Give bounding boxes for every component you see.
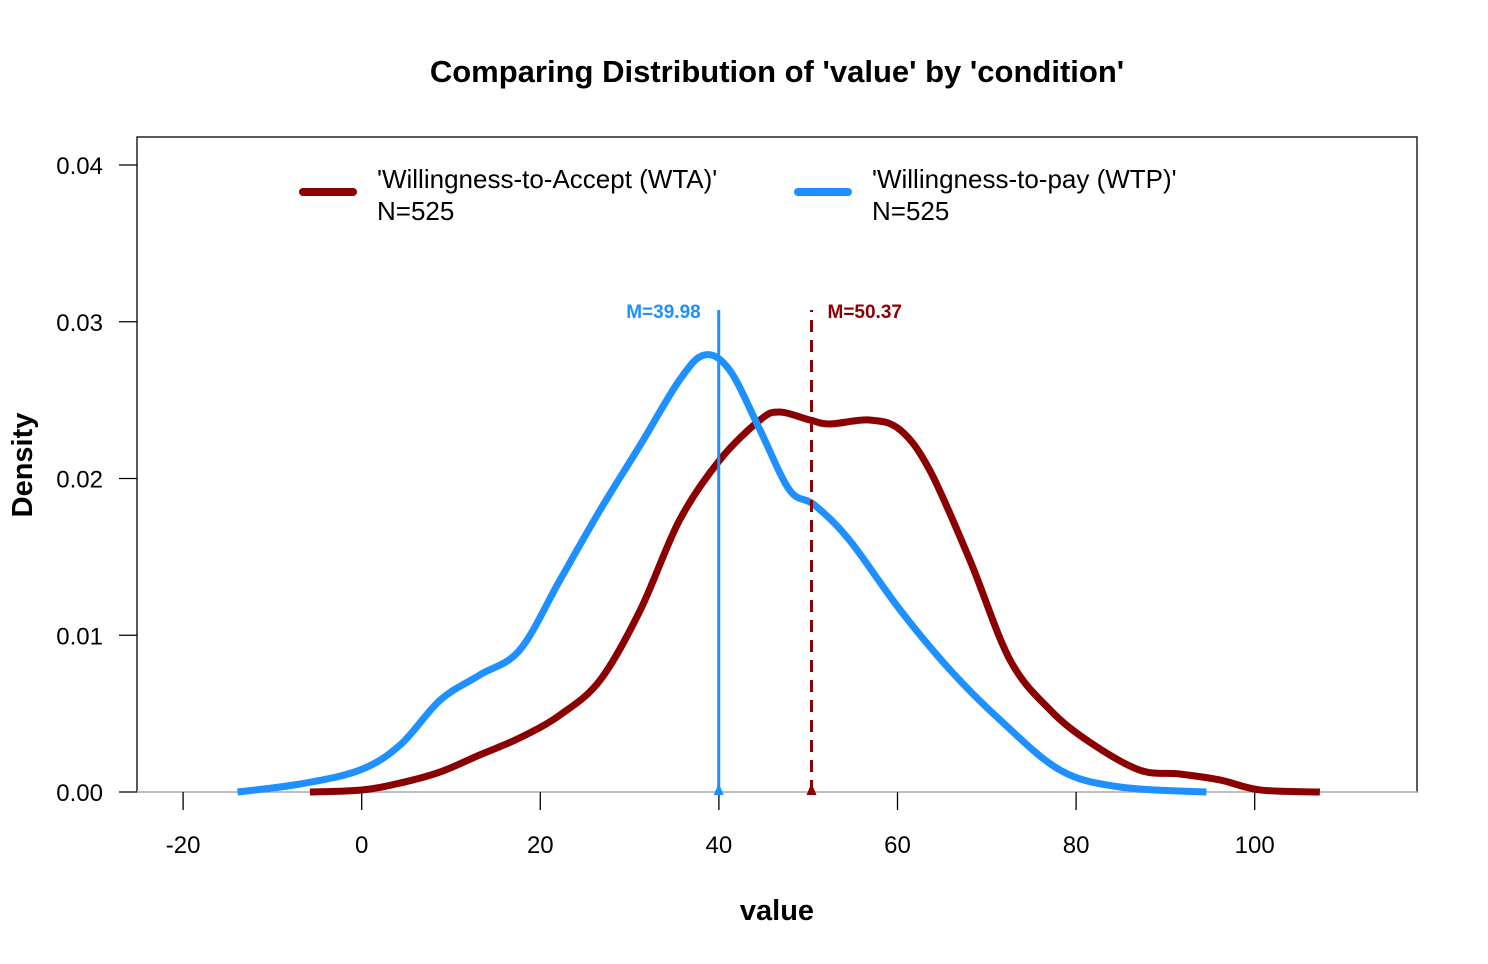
x-tick-label: 40 (706, 832, 733, 859)
legend-n-wta: N=525 (377, 196, 454, 226)
y-tick-label: 0.03 (56, 310, 103, 337)
x-tick-label: 0 (355, 832, 368, 859)
y-tick-label: 0.01 (56, 623, 103, 650)
mean-marker-wtp (713, 783, 724, 795)
mean-label-wtp: M=39.98 (626, 302, 700, 323)
density-curve-wtp (237, 351, 1207, 796)
mean-label-wta: M=50.37 (828, 302, 902, 323)
mean-marker-wta (806, 783, 817, 795)
y-axis-label: Density (7, 413, 39, 518)
legend-n-wtp: N=525 (872, 196, 949, 226)
chart-title: Comparing Distribution of 'value' by 'co… (430, 54, 1124, 89)
density-curves (237, 351, 1321, 796)
x-tick-label: 80 (1063, 832, 1090, 859)
y-tick-label: 0.00 (56, 780, 103, 807)
x-tick-label: 60 (884, 832, 911, 859)
legend-label-wtp: 'Willingness-to-pay (WTP)' (872, 164, 1177, 194)
mean-lines: M=50.37 M=39.98 (626, 302, 902, 795)
legend: 'Willingness-to-Accept (WTA)' N=525 'Wil… (299, 164, 1177, 226)
legend-label-wta: 'Willingness-to-Accept (WTA)' (377, 164, 717, 194)
x-tick-label: 100 (1235, 832, 1275, 859)
y-tick-label: 0.04 (56, 153, 103, 180)
density-curve-wta (309, 408, 1321, 796)
y-tick-label: 0.02 (56, 467, 103, 494)
x-axis-label: value (740, 895, 814, 927)
x-axis: -20 0 20 40 60 80 100 (166, 792, 1275, 859)
x-tick-label: 20 (527, 832, 554, 859)
y-axis: 0.00 0.01 0.02 0.03 0.04 (56, 153, 137, 807)
x-tick-label: -20 (166, 832, 201, 859)
